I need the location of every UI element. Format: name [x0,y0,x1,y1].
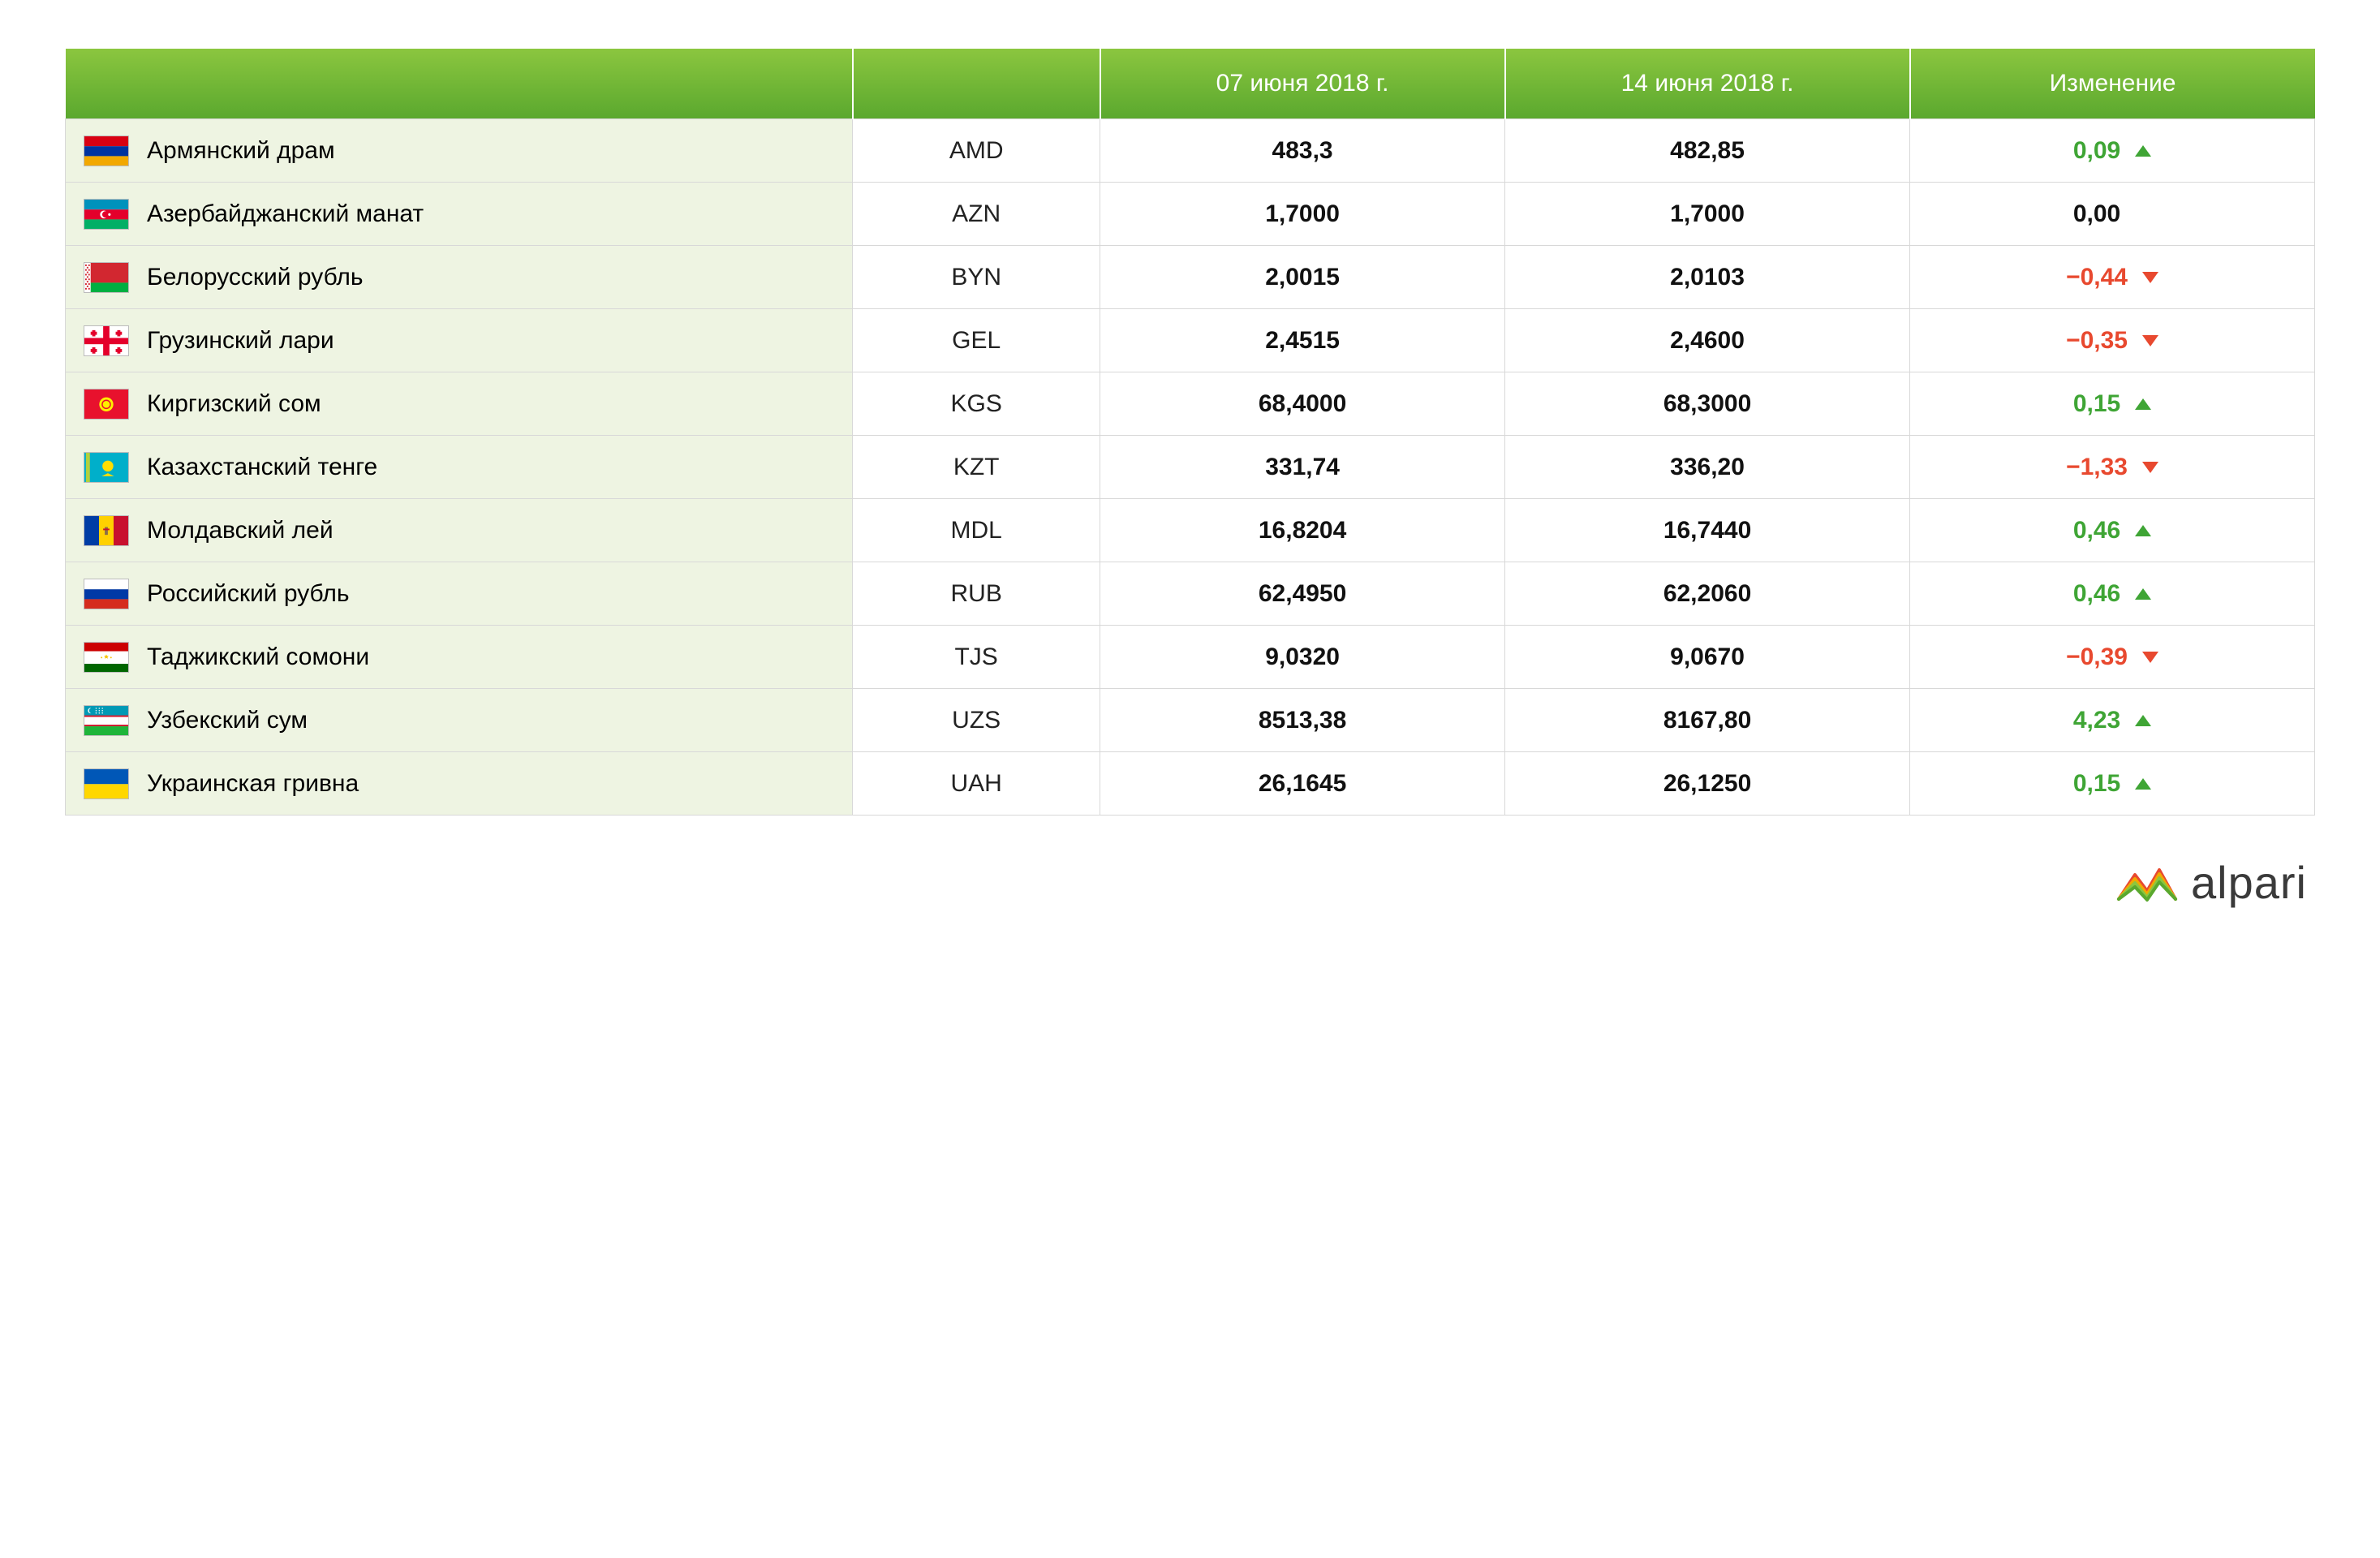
value-date2: 68,3000 [1505,372,1910,436]
currency-code: AZN [853,183,1100,246]
currency-code: MDL [853,499,1100,562]
header-name [66,49,853,119]
value-date2: 2,0103 [1505,246,1910,309]
table-row: Грузинский лари GEL2,45152,4600 −0,35 [66,309,2315,372]
arrow-up-icon [2135,588,2151,600]
arrow-up-icon [2135,145,2151,157]
currency-name: Армянский драм [147,137,335,165]
currency-name: Белорусский рубль [147,264,364,291]
table-header-row: 07 июня 2018 г. 14 июня 2018 г. Изменени… [66,49,2315,119]
currency-code: GEL [853,309,1100,372]
change-value: 4,23 [2073,707,2120,734]
value-date1: 62,4950 [1100,562,1505,626]
currency-name: Азербайджанский манат [147,200,424,228]
value-date2: 26,1250 [1505,752,1910,816]
value-date2: 9,0670 [1505,626,1910,689]
change-value: 0,15 [2073,770,2120,798]
currency-name: Грузинский лари [147,327,334,355]
change-value: 0,15 [2073,390,2120,418]
header-change: Изменение [1910,49,2315,119]
flag-icon [84,136,129,166]
flag-icon [84,768,129,799]
value-date2: 1,7000 [1505,183,1910,246]
arrow-down-icon [2142,652,2158,663]
currency-code: TJS [853,626,1100,689]
arrow-placeholder [2135,209,2151,220]
flag-icon [84,389,129,420]
currency-code: KGS [853,372,1100,436]
currency-code: KZT [853,436,1100,499]
change-value: −1,33 [2066,454,2128,481]
value-date1: 26,1645 [1100,752,1505,816]
alpari-logo-text: alpari [2191,856,2307,909]
value-date1: 8513,38 [1100,689,1505,752]
currency-name: Киргизский сом [147,390,321,418]
currency-name: Украинская гривна [147,770,359,798]
header-date2: 14 июня 2018 г. [1505,49,1910,119]
value-date1: 2,0015 [1100,246,1505,309]
change-value: −0,39 [2066,643,2128,671]
alpari-logo-icon [2115,860,2180,906]
value-date2: 2,4600 [1505,309,1910,372]
value-date2: 62,2060 [1505,562,1910,626]
value-date1: 9,0320 [1100,626,1505,689]
value-date2: 16,7440 [1505,499,1910,562]
table-row: Азербайджанский манатAZN1,70001,70000,00 [66,183,2315,246]
arrow-down-icon [2142,335,2158,346]
change-value: 0,46 [2073,517,2120,544]
currency-name: Казахстанский тенге [147,454,377,481]
table-row: Киргизский сом KGS68,400068,3000 0,15 [66,372,2315,436]
table-row: Украинская гривна UAH26,164526,1250 0,15 [66,752,2315,816]
value-date1: 68,4000 [1100,372,1505,436]
table-row: Белорусский рубль BYN2,00152,0103 −0,44 [66,246,2315,309]
value-date2: 8167,80 [1505,689,1910,752]
header-code [853,49,1100,119]
table-row: Таджикский сомони TJS9,03209,0670 −0,39 [66,626,2315,689]
value-date2: 482,85 [1505,119,1910,183]
arrow-down-icon [2142,272,2158,283]
value-date1: 2,4515 [1100,309,1505,372]
flag-icon [84,515,129,546]
arrow-down-icon [2142,462,2158,473]
change-value: 0,00 [2073,200,2120,228]
currency-name: Российский рубль [147,580,350,608]
arrow-up-icon [2135,398,2151,410]
value-date1: 483,3 [1100,119,1505,183]
value-date1: 16,8204 [1100,499,1505,562]
currency-code: AMD [853,119,1100,183]
currency-name: Таджикский сомони [147,643,369,671]
currency-code: UAH [853,752,1100,816]
currency-name: Узбекский сум [147,707,308,734]
arrow-up-icon [2135,715,2151,726]
value-date2: 336,20 [1505,436,1910,499]
flag-icon [84,642,129,673]
table-row: Молдавский лей MDL16,820416,7440 0,46 [66,499,2315,562]
flag-icon [84,325,129,356]
flag-icon [84,262,129,293]
change-value: −0,35 [2066,327,2128,355]
table-row: Российский рубль RUB62,495062,2060 0,46 [66,562,2315,626]
value-date1: 1,7000 [1100,183,1505,246]
change-value: 0,46 [2073,580,2120,608]
currency-name: Молдавский лей [147,517,334,544]
header-date1: 07 июня 2018 г. [1100,49,1505,119]
table-row: Казахстанский тенге KZT331,74336,20 −1,33 [66,436,2315,499]
flag-icon [84,199,129,230]
arrow-up-icon [2135,778,2151,790]
flag-icon [84,579,129,609]
currency-code: UZS [853,689,1100,752]
value-date1: 331,74 [1100,436,1505,499]
change-value: −0,44 [2066,264,2128,291]
flag-icon [84,705,129,736]
arrow-up-icon [2135,525,2151,536]
currency-code: RUB [853,562,1100,626]
currency-code: BYN [853,246,1100,309]
alpari-logo: alpari [65,856,2315,909]
table-row: Армянский драм AMD483,3482,85 0,09 [66,119,2315,183]
change-value: 0,09 [2073,137,2120,165]
table-row: Узбекский сум UZS8513,388167,80 4,23 [66,689,2315,752]
currency-table: 07 июня 2018 г. 14 июня 2018 г. Изменени… [65,49,2315,816]
flag-icon [84,452,129,483]
